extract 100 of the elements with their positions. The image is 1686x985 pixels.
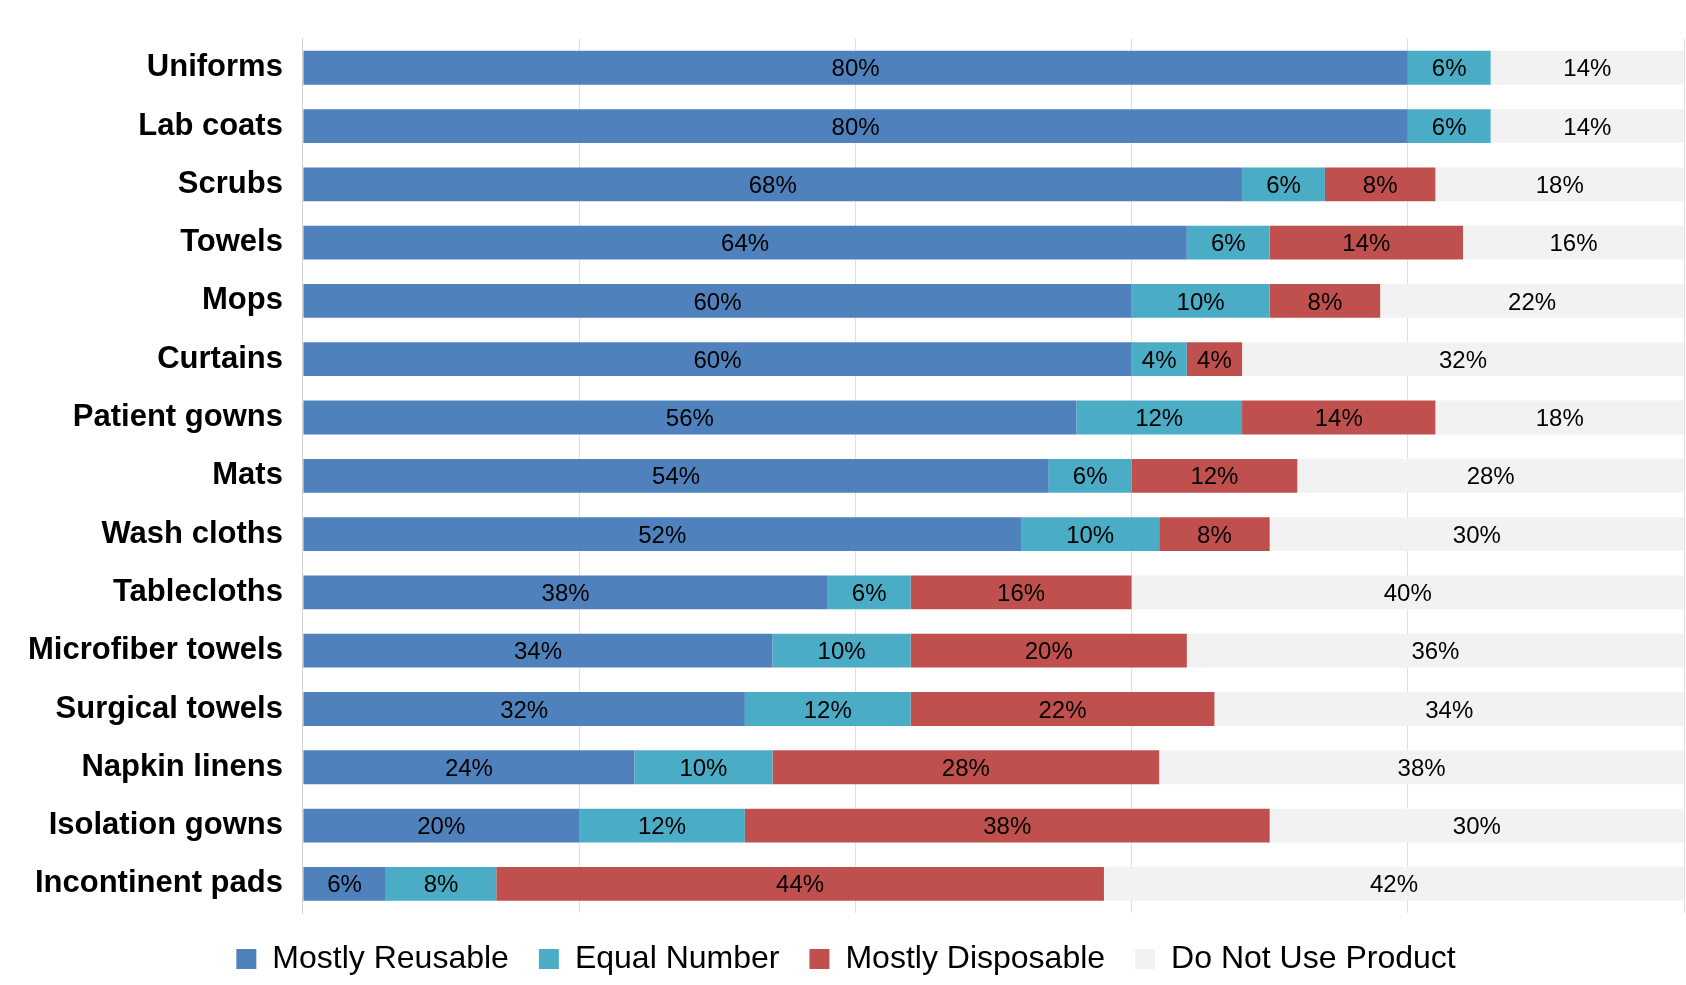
data-label: 64% <box>721 229 770 257</box>
bar <box>827 575 911 610</box>
data-label: 6% <box>1072 462 1108 490</box>
data-label: 4% <box>1141 345 1177 373</box>
bar <box>1269 284 1381 318</box>
data-label: 32% <box>500 695 549 723</box>
y-tick-label: Mops <box>202 281 283 317</box>
data-label: 56% <box>665 404 714 432</box>
y-tick-label: Incontinent pads <box>34 864 283 900</box>
data-label: 20% <box>1024 637 1073 665</box>
bar <box>303 109 1408 143</box>
bar <box>303 808 580 843</box>
bar <box>1407 50 1491 85</box>
data-label: 4% <box>1197 345 1232 373</box>
bar <box>303 225 1187 260</box>
data-label: 32% <box>1439 345 1488 373</box>
bar <box>1269 225 1464 260</box>
data-label: 10% <box>679 753 728 781</box>
bar <box>1214 692 1684 726</box>
y-tick-label: Microfiber towels <box>28 631 283 667</box>
data-label: 10% <box>1066 520 1115 548</box>
bar <box>303 284 1132 318</box>
bar <box>634 750 773 785</box>
bar <box>1435 400 1684 435</box>
data-label: 6% <box>1266 170 1301 198</box>
data-label: 52% <box>638 520 687 548</box>
data-label: 12% <box>1190 462 1239 490</box>
y-tick-label: Curtains <box>157 339 283 375</box>
data-label: 6% <box>1431 54 1467 82</box>
bar <box>303 692 745 726</box>
bar <box>1269 808 1684 843</box>
bar <box>1407 109 1491 143</box>
bar <box>1159 750 1684 785</box>
data-label: 38% <box>541 579 590 607</box>
bar <box>579 808 745 843</box>
bar <box>1324 167 1436 202</box>
bar <box>1463 225 1684 260</box>
y-tick-label: Uniforms <box>146 48 283 84</box>
data-label: 12% <box>803 695 852 723</box>
data-label: 18% <box>1535 404 1584 432</box>
bar <box>303 342 1132 377</box>
bar <box>496 866 1104 901</box>
y-tick-label: Patient gowns <box>72 398 283 434</box>
bar <box>1131 575 1684 610</box>
bar <box>303 517 1022 551</box>
bar <box>303 50 1408 85</box>
data-label: 28% <box>1466 462 1515 490</box>
legend-label: Equal Number <box>574 938 780 975</box>
bar <box>385 866 497 901</box>
data-label: 16% <box>997 579 1046 607</box>
bar <box>1131 284 1270 318</box>
data-label: 14% <box>1314 404 1363 432</box>
bar <box>772 633 911 668</box>
bar <box>1242 167 1325 202</box>
bar <box>303 633 773 668</box>
bar <box>910 633 1187 668</box>
y-tick-label: Tablecloths <box>112 572 283 608</box>
legend-label: Mostly Disposable <box>845 938 1106 975</box>
data-label: 60% <box>693 287 742 315</box>
data-label: 34% <box>513 637 562 665</box>
data-label: 8% <box>1307 287 1343 315</box>
data-label: 10% <box>817 637 866 665</box>
bar <box>1242 342 1684 377</box>
bar <box>910 575 1132 610</box>
data-label: 22% <box>1508 287 1557 315</box>
bar <box>1131 458 1298 493</box>
bar <box>744 692 911 726</box>
data-label: 80% <box>831 112 880 140</box>
y-tick-label: Scrubs <box>177 164 283 200</box>
bar <box>744 808 1270 843</box>
bar <box>303 458 1049 493</box>
bar <box>1269 517 1684 551</box>
bar <box>1021 517 1160 551</box>
y-tick-label: Surgical towels <box>55 689 283 725</box>
bar <box>910 692 1215 726</box>
bar <box>303 575 828 610</box>
data-label: 14% <box>1342 229 1391 257</box>
data-label: 24% <box>444 753 493 781</box>
data-label: 20% <box>417 812 466 840</box>
bar <box>1297 458 1684 493</box>
data-label: 12% <box>1135 404 1184 432</box>
legend-label: Mostly Reusable <box>272 938 509 975</box>
data-label: 8% <box>423 870 459 898</box>
data-label: 18% <box>1535 170 1584 198</box>
data-label: 30% <box>1452 520 1501 548</box>
bar <box>303 866 386 901</box>
data-label: 38% <box>1397 753 1446 781</box>
data-label: 38% <box>983 812 1032 840</box>
bar <box>303 167 1243 202</box>
data-label: 34% <box>1425 695 1474 723</box>
data-label: 12% <box>637 812 687 840</box>
bar <box>1242 400 1436 435</box>
bar <box>1103 866 1684 901</box>
data-label: 6% <box>327 870 362 898</box>
y-tick-label: Mats <box>212 456 283 492</box>
data-label: 14% <box>1563 54 1612 82</box>
y-tick-label: Lab coats <box>138 106 283 142</box>
bar <box>772 750 1160 785</box>
data-label: 6% <box>1210 229 1246 257</box>
bar <box>1380 284 1684 318</box>
